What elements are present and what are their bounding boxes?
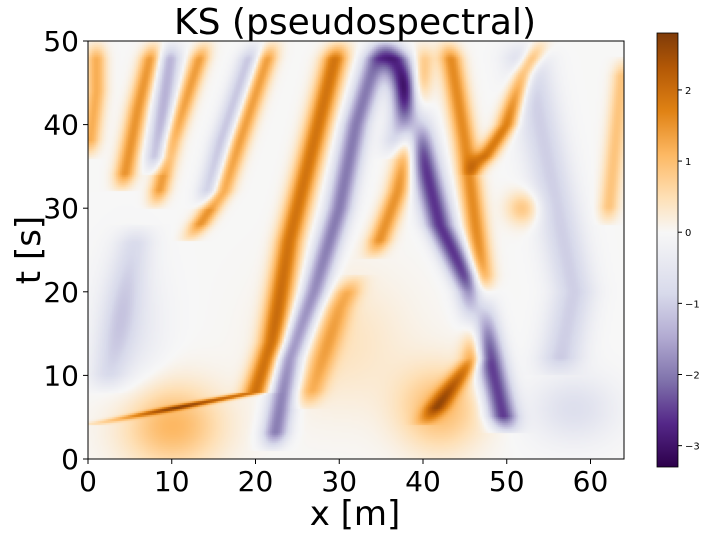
x-tick-label: 60 — [573, 465, 609, 498]
x-axis-ticks: 0 10 20 30 40 50 60 — [79, 459, 608, 498]
y-axis-ticks: 0 10 20 30 40 50 — [43, 25, 88, 476]
colorbar-ticks: 2 1 0 −1 −2 −3 — [678, 86, 700, 453]
x-tick-label: 0 — [79, 465, 97, 498]
y-tick-label: 10 — [43, 359, 79, 392]
plot-frame — [87, 40, 625, 460]
y-axis-label: t [s] — [9, 216, 49, 284]
y-tick-label: 0 — [61, 443, 79, 476]
colorbar-tick-label: 1 — [685, 157, 691, 168]
colorbar-tick-label: 2 — [685, 86, 691, 97]
x-tick-label: 30 — [321, 465, 357, 498]
y-tick-label: 20 — [43, 276, 79, 309]
colorbar-tick-label: 0 — [685, 228, 691, 239]
x-tick-label: 20 — [238, 465, 274, 498]
y-tick-label: 50 — [43, 25, 79, 58]
x-tick-label: 50 — [489, 465, 525, 498]
chart-title: KS (pseudospectral) — [174, 2, 536, 43]
x-tick-label: 40 — [405, 465, 441, 498]
y-tick-label: 40 — [43, 109, 79, 142]
colorbar-tick-label: −3 — [685, 442, 700, 453]
heatmap-area — [88, 41, 624, 459]
x-tick-label: 10 — [154, 465, 190, 498]
colorbar-tick-label: −2 — [685, 371, 700, 382]
colorbar-tick-label: −1 — [685, 299, 700, 310]
x-axis-label: x [m] — [310, 494, 401, 534]
colorbar — [656, 32, 679, 468]
y-tick-label: 30 — [43, 192, 79, 225]
